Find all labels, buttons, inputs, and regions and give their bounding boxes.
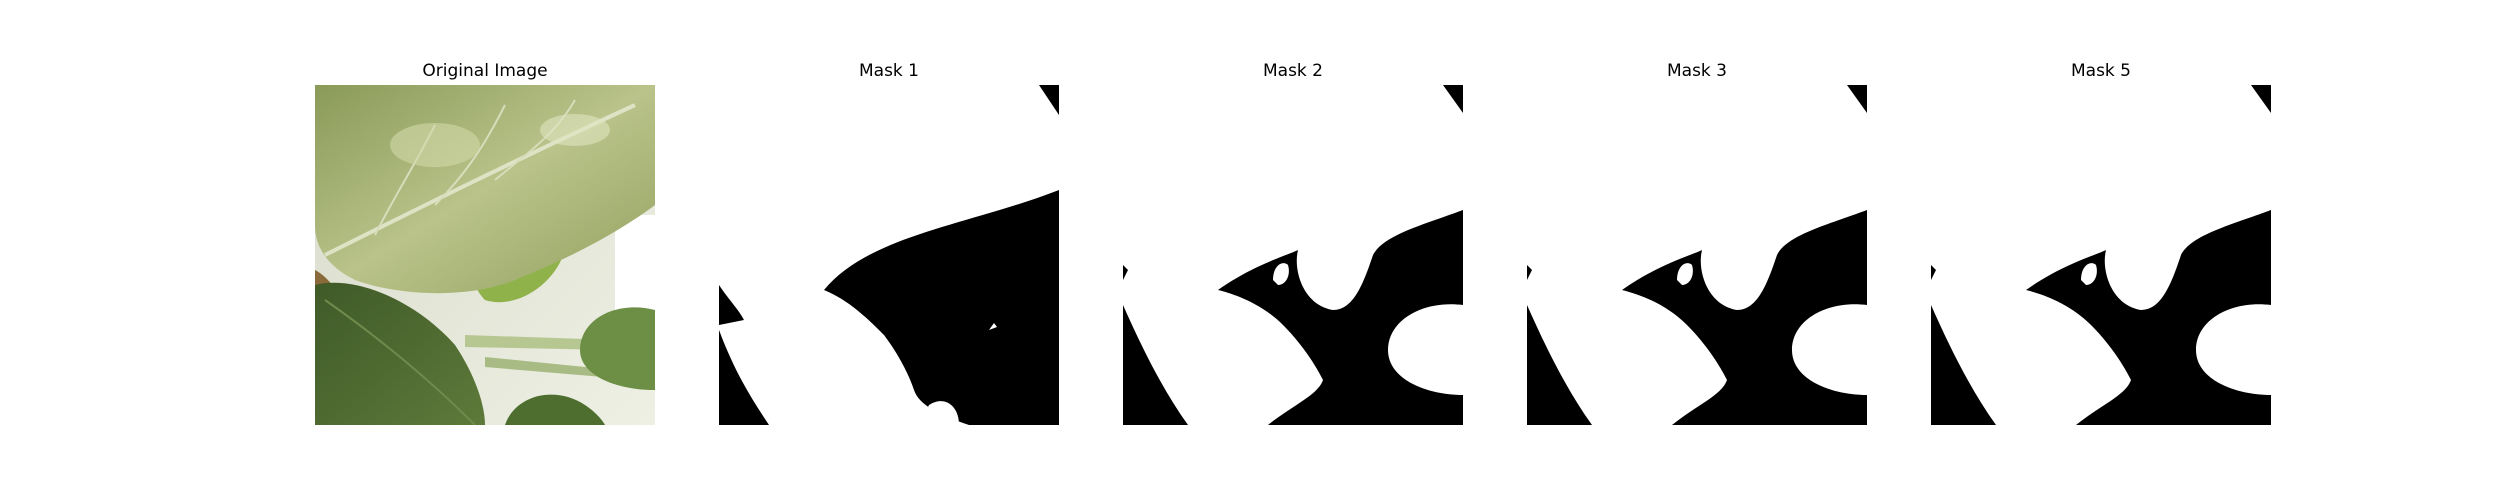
mask-3-image (1527, 85, 1867, 425)
mask-3-panel: Mask 3 (1527, 0, 1867, 500)
mask-5-image (1931, 85, 2271, 425)
original-image-panel: Original Image (315, 0, 655, 500)
mask-5-panel: Mask 5 (1931, 0, 2271, 500)
mask-2-image (1123, 85, 1463, 425)
panel-title: Mask 2 (1262, 61, 1323, 81)
panel-title: Mask 5 (2070, 61, 2131, 81)
panel-title: Mask 1 (858, 61, 919, 81)
panel-title: Mask 3 (1666, 61, 1727, 81)
original-photo (315, 85, 655, 425)
mask-1-panel: Mask 1 (719, 0, 1059, 500)
panel-title: Original Image (422, 61, 548, 81)
mask-1-image (719, 85, 1059, 425)
mask-2-panel: Mask 2 (1123, 0, 1463, 500)
